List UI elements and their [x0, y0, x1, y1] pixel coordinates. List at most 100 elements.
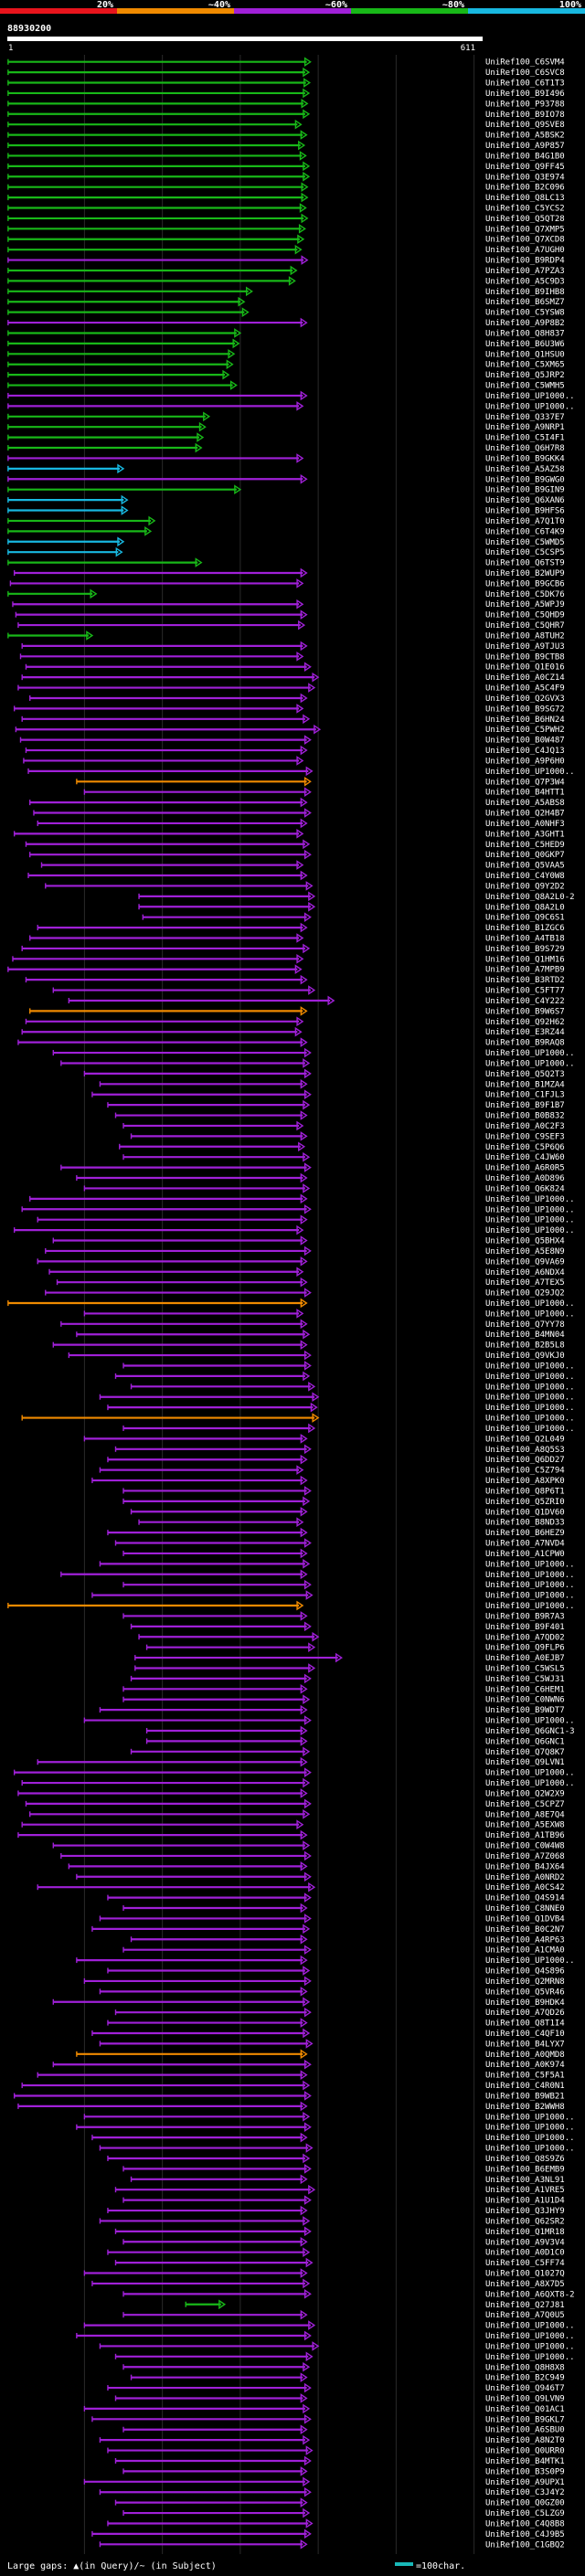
hit-row[interactable]: UniRef100_A5WPJ9	[12, 599, 565, 610]
hit-label[interactable]: UniRef100_Q6TST9	[485, 559, 565, 568]
hit-label[interactable]: UniRef100_Q5Q2T3	[485, 1070, 565, 1079]
hit-row[interactable]: UniRef100_A0CS42	[37, 1882, 565, 1892]
hit-row[interactable]: UniRef100_Q29JQ2	[45, 1288, 565, 1299]
hit-row[interactable]: UniRef100_A9P6H0	[23, 756, 565, 766]
hit-row[interactable]: UniRef100_Q9VKJ0	[68, 1350, 565, 1361]
hit-row[interactable]: UniRef100_UP1000..	[83, 2320, 575, 2331]
hit-row[interactable]: UniRef100_B9WDT7	[99, 1704, 565, 1715]
hit-label[interactable]: UniRef100_B9SG72	[485, 705, 565, 714]
hit-row[interactable]: UniRef100_C5WMD5	[7, 536, 565, 547]
hit-label[interactable]: UniRef100_UP1000..	[485, 1571, 575, 1580]
hit-label[interactable]: UniRef100_C5F5A1	[485, 2072, 565, 2081]
hit-row[interactable]: UniRef100_A0D1C0	[107, 2247, 565, 2258]
hit-label[interactable]: UniRef100_Q1MR18	[485, 2228, 565, 2237]
hit-label[interactable]: UniRef100_A6QXT8-2	[485, 2290, 575, 2299]
hit-row[interactable]: UniRef100_UP1000..	[114, 1371, 575, 1382]
hit-row[interactable]: UniRef100_B0W487	[19, 735, 565, 746]
hit-row[interactable]: UniRef100_Q3E974	[7, 171, 565, 182]
hit-label[interactable]: UniRef100_Q0URR0	[485, 2447, 565, 2456]
hit-row[interactable]: UniRef100_Q5JRP2	[7, 369, 565, 380]
hit-row[interactable]: UniRef100_C1GBQ2	[99, 2539, 565, 2549]
hit-label[interactable]: UniRef100_B9IHB8	[485, 288, 565, 297]
hit-row[interactable]: UniRef100_UP1000..	[99, 1559, 575, 1569]
hit-label[interactable]: UniRef100_UP1000..	[485, 1195, 575, 1204]
hit-row[interactable]: UniRef100_A0NHF3	[37, 818, 565, 829]
hit-label[interactable]: UniRef100_B4LYX7	[485, 2040, 565, 2049]
hit-row[interactable]: UniRef100_A5BSK2	[7, 130, 565, 141]
hit-label[interactable]: UniRef100_A4RP63	[485, 1935, 565, 1945]
hit-row[interactable]: UniRef100_UP1000..	[99, 2143, 575, 2154]
hit-label[interactable]: UniRef100_B2WWH8	[485, 2103, 565, 2112]
hit-label[interactable]: UniRef100_UP1000..	[485, 1779, 575, 1788]
hit-row[interactable]: UniRef100_A1CMA0	[122, 1945, 565, 1956]
hit-label[interactable]: UniRef100_B9HDK4	[485, 1998, 565, 2008]
hit-label[interactable]: UniRef100_A0QMD8	[485, 2051, 565, 2060]
hit-label[interactable]: UniRef100_A0NRD2	[485, 1873, 565, 1882]
hit-label[interactable]: UniRef100_A0EJB7	[485, 1654, 565, 1663]
hit-row[interactable]: UniRef100_Q6DD27	[107, 1454, 565, 1465]
hit-label[interactable]: UniRef100_A9NRP1	[485, 423, 565, 432]
hit-label[interactable]: UniRef100_Q62SR2	[485, 2217, 565, 2226]
hit-row[interactable]: UniRef100_B0B832	[114, 1110, 565, 1121]
hit-row[interactable]: UniRef100_B0C2N7	[91, 1924, 565, 1935]
hit-row[interactable]: UniRef100_Q4S914	[107, 1892, 565, 1903]
hit-row[interactable]: UniRef100_B4G1B0	[7, 151, 565, 161]
hit-row[interactable]: UniRef100_UP1000..	[7, 401, 575, 411]
hit-label[interactable]: UniRef100_A1U1D4	[485, 2197, 565, 2206]
hit-row[interactable]: UniRef100_C5Z794	[99, 1465, 565, 1476]
hit-row[interactable]: UniRef100_Q1MR18	[114, 2226, 565, 2237]
hit-row[interactable]: UniRef100_UP1000..	[99, 1392, 575, 1403]
hit-label[interactable]: UniRef100_C5WMD5	[485, 538, 565, 547]
hit-label[interactable]: UniRef100_B6HEZ9	[485, 1529, 565, 1538]
hit-label[interactable]: UniRef100_Q9SVE8	[485, 121, 565, 130]
hit-label[interactable]: UniRef100_A8X7D5	[485, 2280, 565, 2289]
hit-row[interactable]: UniRef100_C5FT77	[52, 985, 565, 996]
hit-label[interactable]: UniRef100_A5C9D3	[485, 277, 565, 286]
hit-row[interactable]: UniRef100_Q2GVX3	[29, 693, 565, 704]
hit-label[interactable]: UniRef100_C4J9B5	[485, 2530, 565, 2539]
hit-row[interactable]: UniRef100_Q0URR0	[107, 2445, 565, 2456]
hit-label[interactable]: UniRef100_A5ABS8	[485, 799, 565, 808]
hit-row[interactable]: UniRef100_A0D896	[76, 1172, 565, 1183]
hit-row[interactable]: UniRef100_Q6K824	[83, 1183, 565, 1193]
hit-row[interactable]: UniRef100_A0C2F3	[122, 1120, 565, 1131]
hit-label[interactable]: UniRef100_A8E7Q4	[485, 1810, 565, 1819]
hit-row[interactable]: UniRef100_B9GKL7	[91, 2414, 565, 2424]
hit-label[interactable]: UniRef100_UP1000..	[485, 1373, 575, 1382]
hit-row[interactable]: UniRef100_Q946T7	[107, 2382, 565, 2393]
hit-row[interactable]: UniRef100_A1TB96	[17, 1829, 565, 1840]
hit-row[interactable]: UniRef100_A7MPB9	[7, 964, 565, 975]
hit-label[interactable]: UniRef100_C5Z794	[485, 1467, 565, 1476]
hit-row[interactable]: UniRef100_Q7XCD8	[7, 234, 565, 245]
hit-label[interactable]: UniRef100_Q0GKP7	[485, 851, 565, 860]
hit-row[interactable]: UniRef100_Q2L049	[83, 1434, 565, 1444]
hit-row[interactable]: UniRef100_UP1000..	[91, 2132, 575, 2143]
hit-row[interactable]: UniRef100_B9F1B7	[107, 1099, 565, 1110]
hit-label[interactable]: UniRef100_C4Q8B8	[485, 2519, 565, 2528]
hit-row[interactable]: UniRef100_A7Z068	[60, 1850, 565, 1861]
hit-row[interactable]: UniRef100_Q5VAA5	[40, 860, 565, 871]
hit-row[interactable]: UniRef100_Q8LC13	[7, 192, 565, 203]
hit-row[interactable]: UniRef100_UP1000..	[91, 1590, 575, 1601]
hit-label[interactable]: UniRef100_Q5QT28	[485, 215, 565, 224]
hit-label[interactable]: UniRef100_UP1000..	[485, 2322, 575, 2331]
hit-row[interactable]: UniRef100_Q6GNC1	[145, 1736, 565, 1746]
hit-label[interactable]: UniRef100_Q01AC1	[485, 2405, 565, 2414]
hit-row[interactable]: UniRef100_A5E8N9	[45, 1246, 565, 1256]
hit-label[interactable]: UniRef100_B9WDT7	[485, 1706, 565, 1715]
hit-row[interactable]: UniRef100_Q2H4B7	[33, 808, 565, 819]
hit-label[interactable]: UniRef100_C5QHD9	[485, 611, 565, 620]
hit-row[interactable]: UniRef100_Q1027Q	[83, 2268, 565, 2279]
hit-label[interactable]: UniRef100_B9CTB8	[485, 652, 565, 662]
hit-row[interactable]: UniRef100_A6QXT8-2	[122, 2289, 575, 2299]
hit-label[interactable]: UniRef100_Q5BHX4	[485, 1237, 565, 1246]
hit-label[interactable]: UniRef100_Q6XAN6	[485, 496, 565, 505]
hit-row[interactable]: UniRef100_UP1000..	[83, 2112, 575, 2122]
hit-label[interactable]: UniRef100_A8TUH2	[485, 631, 565, 641]
hit-row[interactable]: UniRef100_A9NRP1	[7, 421, 565, 432]
hit-row[interactable]: UniRef100_B6HEZ9	[107, 1527, 565, 1538]
hit-row[interactable]: UniRef100_B2C096	[7, 182, 565, 193]
hit-row[interactable]: UniRef100_P93788	[7, 99, 565, 109]
hit-row[interactable]: UniRef100_Q5Q2T3	[83, 1068, 565, 1079]
hit-row[interactable]: UniRef100_C4Q8B8	[107, 2518, 565, 2528]
